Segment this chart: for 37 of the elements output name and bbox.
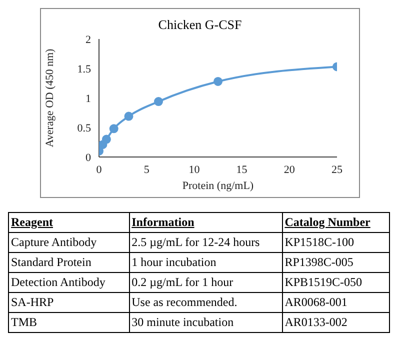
x-tick-label: 15	[236, 164, 248, 176]
text: 2.5 µg/mL for 12-24 hours	[129, 232, 282, 252]
point	[102, 134, 111, 144]
x-axis-title: Protein (ng/mL)	[182, 180, 254, 192]
text: KP1518C-100	[282, 232, 390, 252]
y-tick-label: 0	[86, 152, 92, 164]
x-tick-label: 0	[96, 164, 102, 176]
text: 30 minute incubation	[129, 312, 282, 332]
text: TMB	[8, 312, 130, 332]
x-tick-label: 25	[332, 164, 343, 176]
text: 0.2 µg/mL for 1 hour	[129, 272, 282, 292]
text: Reagent	[8, 212, 130, 232]
text: 1 hour incubation	[129, 252, 282, 272]
point	[109, 124, 118, 134]
text: RP1398C-005	[282, 252, 390, 272]
text: Information	[129, 212, 282, 232]
y-tick-label: 2	[86, 34, 91, 46]
point	[154, 97, 163, 106]
x-tick-label: 10	[188, 164, 200, 176]
point	[124, 112, 134, 121]
text: Standard Protein	[8, 252, 130, 272]
x-tick-label: 5	[144, 164, 150, 176]
text: Detection Antibody	[8, 272, 130, 292]
text: Catalog Number	[282, 212, 390, 232]
y-axis-title: Average OD (450 nm)	[44, 48, 56, 148]
text: SA-HRP	[8, 292, 130, 312]
x-tick-label: 20	[284, 164, 296, 176]
text: Capture Antibody	[8, 232, 130, 252]
text: KPB1519C-050	[282, 272, 390, 292]
text: AR0133-002	[282, 312, 390, 332]
y-tick-label: 0.5	[77, 122, 92, 134]
y-tick-label: 1.5	[77, 63, 92, 76]
text: AR0068-001	[282, 292, 390, 312]
text: Use as recommended.	[129, 292, 282, 312]
point	[214, 76, 222, 86]
chart-title: Chicken G-CSF	[157, 17, 243, 33]
y-tick-label: 1	[86, 92, 91, 105]
